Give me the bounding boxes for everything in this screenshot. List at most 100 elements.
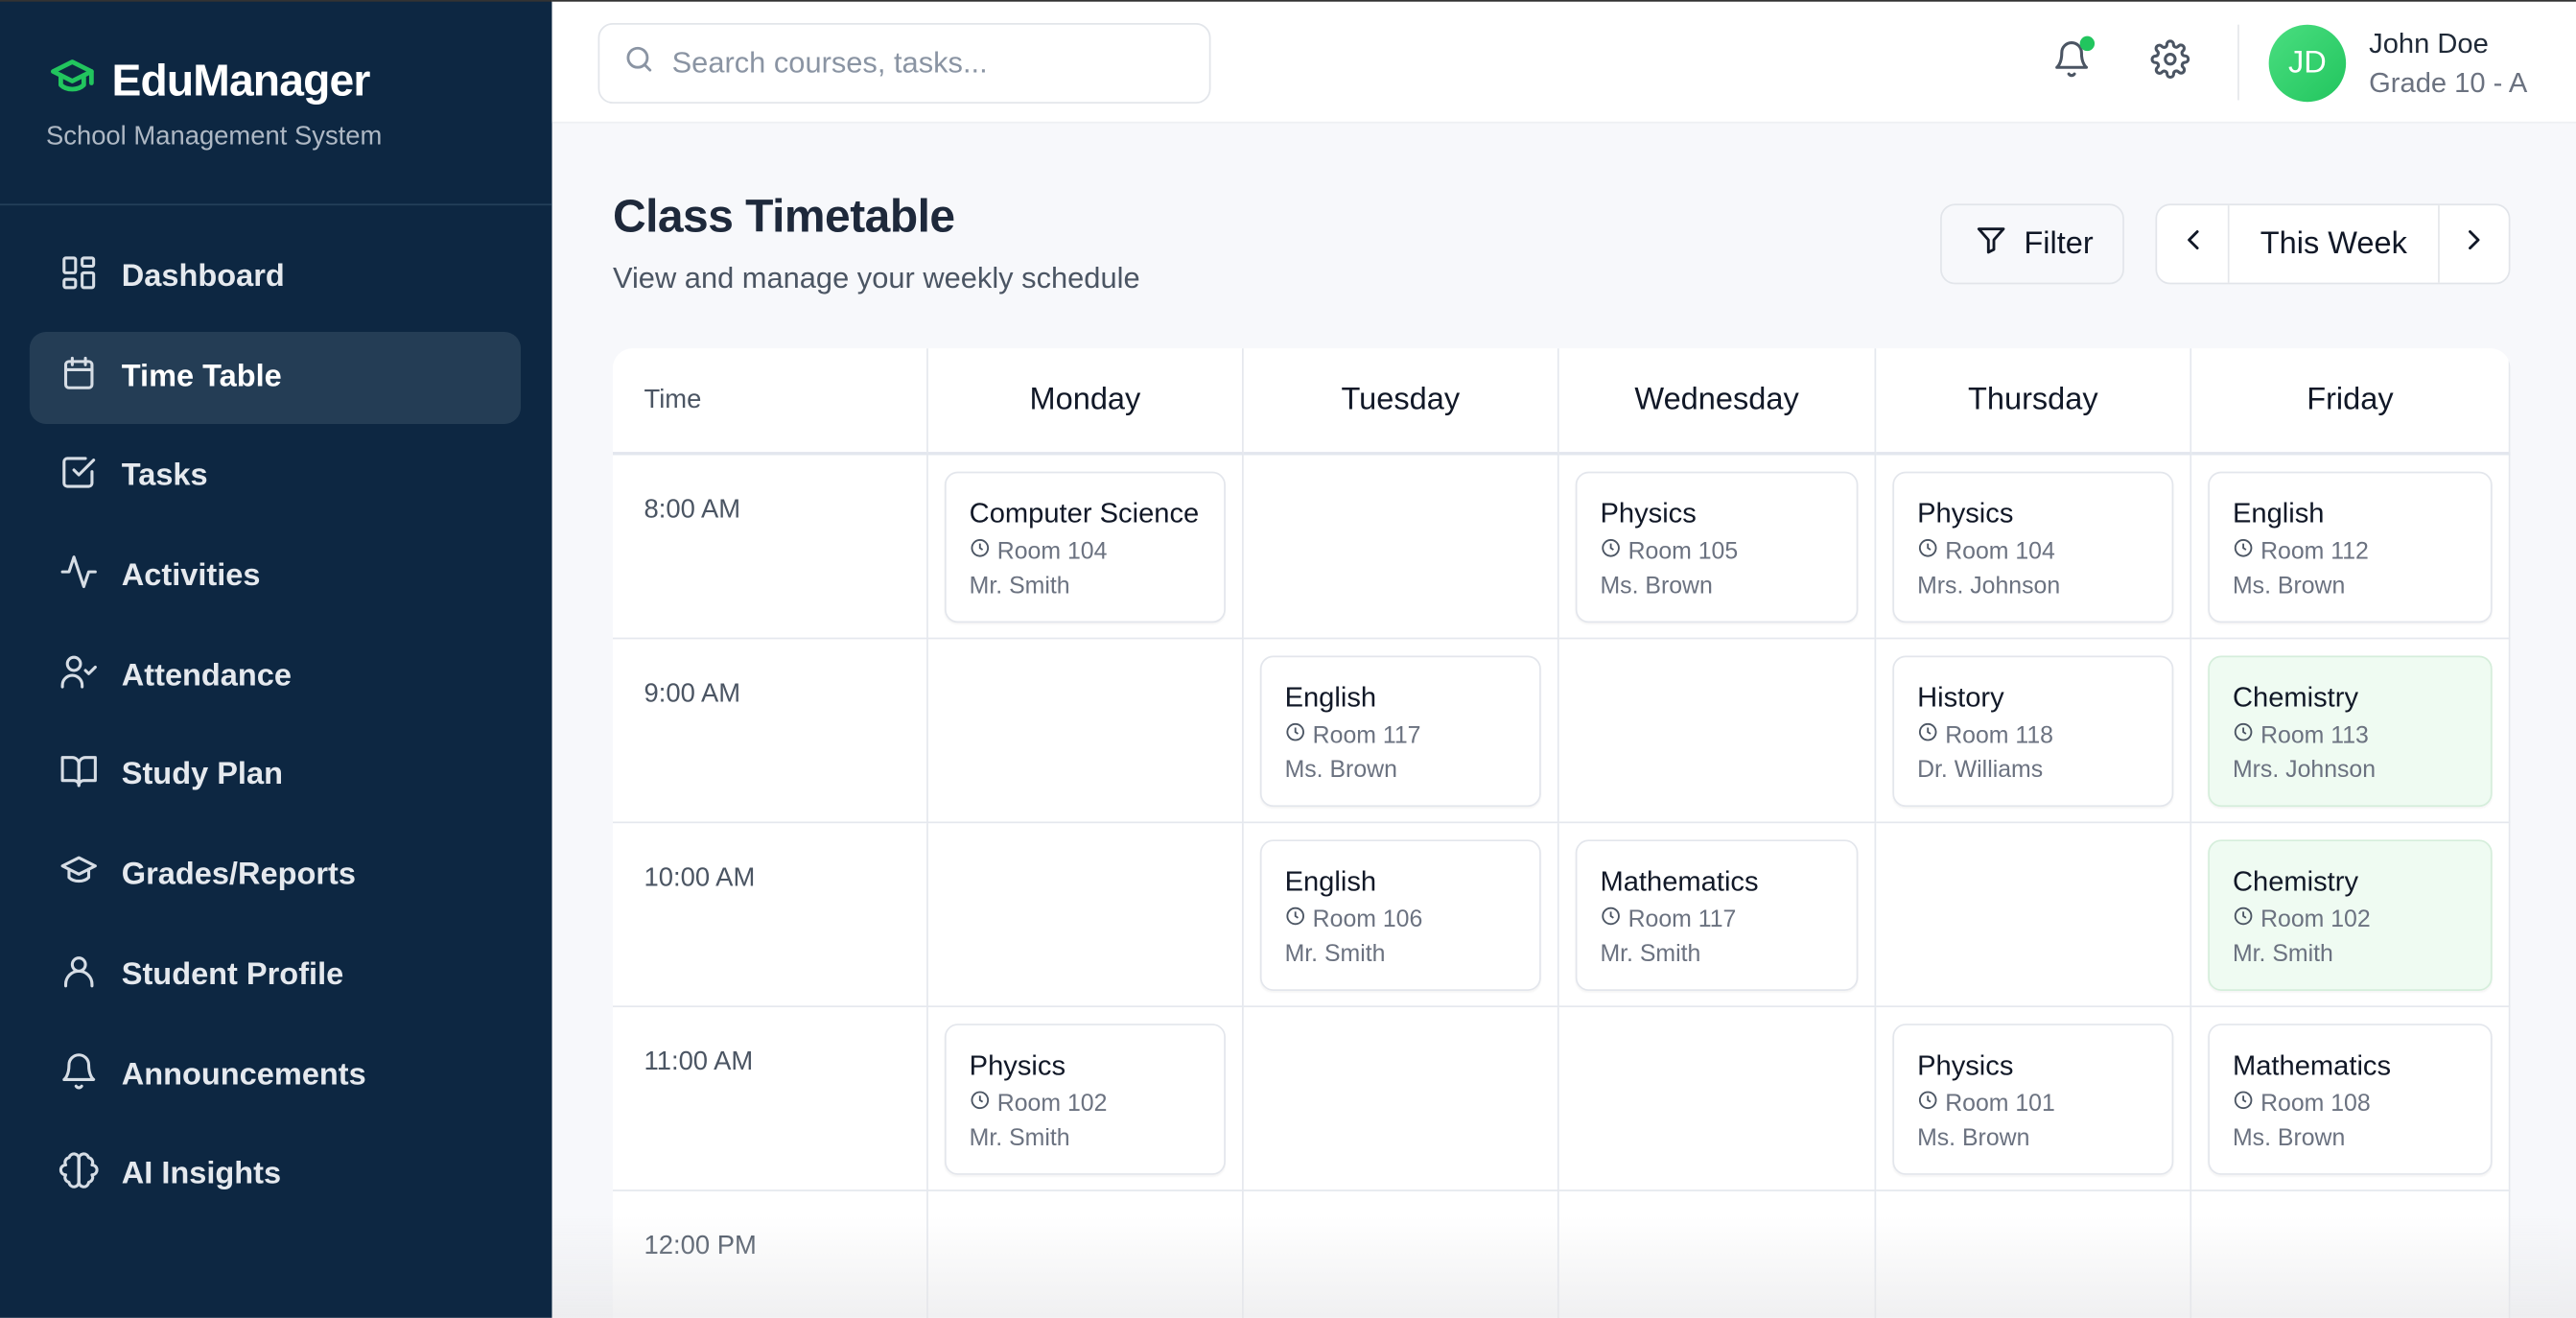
gear-icon bbox=[2150, 38, 2190, 86]
next-week-button[interactable] bbox=[2438, 205, 2509, 283]
timetable-cell[interactable]: Physics Room 101 Ms. Brown bbox=[1876, 1007, 2192, 1191]
sidebar-item-activities[interactable]: Activities bbox=[30, 530, 521, 623]
day-header-friday: Friday bbox=[2191, 348, 2511, 456]
class-card[interactable]: English Room 106 Mr. Smith bbox=[1259, 839, 1541, 991]
day-header-tuesday: Tuesday bbox=[1243, 348, 1559, 456]
clock-icon bbox=[970, 1090, 991, 1118]
timetable-cell[interactable] bbox=[1558, 1007, 1877, 1191]
timetable-cell[interactable] bbox=[1876, 1190, 2192, 1318]
sidebar-item-announcements[interactable]: Announcements bbox=[30, 1029, 521, 1121]
timetable-cell[interactable] bbox=[1559, 1190, 1877, 1318]
timetable-cell[interactable] bbox=[928, 1190, 1244, 1318]
timetable-cell[interactable] bbox=[927, 823, 1244, 1008]
dashboard-icon bbox=[59, 253, 99, 302]
top-header: JD John Doe Grade 10 - A bbox=[551, 0, 2576, 124]
class-card[interactable]: Physics Room 101 Ms. Brown bbox=[1892, 1024, 2174, 1175]
filter-button[interactable]: Filter bbox=[1940, 203, 2124, 285]
divider bbox=[0, 203, 552, 206]
sidebar-nav: Dashboard Time Table Tasks Activities Attend… bbox=[29, 232, 522, 1230]
previous-week-button[interactable] bbox=[2157, 205, 2230, 283]
timetable-cell[interactable]: Chemistry Room 113 Mrs. Johnson bbox=[2191, 639, 2511, 824]
divider bbox=[2237, 24, 2239, 101]
timetable-cell[interactable] bbox=[2191, 1190, 2511, 1318]
clock-icon bbox=[1285, 721, 1306, 749]
class-teacher: Dr. Williams bbox=[1917, 757, 2044, 785]
sidebar-item-grades-reports[interactable]: Grades/Reports bbox=[30, 830, 521, 922]
day-header-thursday: Thursday bbox=[1876, 348, 2192, 456]
filter-label: Filter bbox=[2024, 225, 2094, 261]
search-box[interactable] bbox=[597, 22, 1211, 104]
class-name: Physics bbox=[969, 1049, 1066, 1082]
timetable-cell[interactable] bbox=[927, 639, 1244, 824]
class-card[interactable]: Mathematics Room 108 Ms. Brown bbox=[2208, 1024, 2493, 1175]
notifications-button[interactable] bbox=[2047, 35, 2096, 86]
timetable-cell[interactable] bbox=[1558, 639, 1877, 824]
brand[interactable]: EduManager bbox=[46, 55, 370, 109]
timetable-cell[interactable]: English Room 117 Ms. Brown bbox=[1243, 639, 1559, 824]
class-room: Room 117 bbox=[1285, 721, 1517, 749]
time-slot-label: 10:00 AM bbox=[612, 823, 928, 1008]
class-card[interactable]: Computer Science Room 104 Mr. Smith bbox=[944, 471, 1226, 624]
sidebar-item-student-profile[interactable]: Student Profile bbox=[30, 930, 521, 1022]
clock-icon bbox=[2233, 537, 2254, 565]
class-card[interactable]: Physics Room 102 Mr. Smith bbox=[944, 1024, 1226, 1175]
sidebar-item-tasks[interactable]: Tasks bbox=[30, 431, 521, 523]
class-teacher: Mr. Smith bbox=[969, 573, 1070, 600]
class-card[interactable]: Chemistry Room 113 Mrs. Johnson bbox=[2208, 655, 2493, 808]
brand-subtitle: School Management System bbox=[45, 123, 383, 152]
timetable-cell[interactable] bbox=[1876, 823, 2192, 1008]
clock-icon bbox=[1917, 1090, 1938, 1118]
timetable-cell[interactable]: Physics Room 102 Mr. Smith bbox=[927, 1007, 1244, 1191]
bell-icon bbox=[2052, 38, 2092, 86]
room-label: Room 113 bbox=[2260, 721, 2369, 749]
class-teacher: Ms. Brown bbox=[2232, 573, 2346, 600]
class-card[interactable]: Physics Room 104 Mrs. Johnson bbox=[1892, 471, 2174, 624]
room-label: Room 117 bbox=[1312, 721, 1421, 749]
week-navigator: This Week bbox=[2155, 203, 2511, 285]
timetable-cell[interactable] bbox=[1243, 1007, 1559, 1191]
timetable-cell[interactable]: Mathematics Room 117 Mr. Smith bbox=[1558, 823, 1877, 1008]
timetable-cell[interactable]: Computer Science Room 104 Mr. Smith bbox=[927, 455, 1244, 640]
sidebar-item-time-table[interactable]: Time Table bbox=[29, 331, 522, 424]
sidebar-item-dashboard[interactable]: Dashboard bbox=[30, 232, 521, 324]
class-room: Room 102 bbox=[2233, 906, 2468, 933]
sidebar-item-study-plan[interactable]: Study Plan bbox=[30, 730, 521, 822]
week-label[interactable]: This Week bbox=[2260, 225, 2407, 261]
time-slot-label: 9:00 AM bbox=[612, 639, 928, 824]
sidebar-item-label: Activities bbox=[121, 558, 261, 594]
class-card[interactable]: History Room 118 Dr. Williams bbox=[1892, 655, 2174, 808]
timetable-cell[interactable]: Chemistry Room 102 Mr. Smith bbox=[2191, 823, 2511, 1008]
class-teacher: Mr. Smith bbox=[2232, 941, 2333, 968]
clock-icon bbox=[970, 537, 991, 565]
timetable-cell[interactable]: Mathematics Room 108 Ms. Brown bbox=[2191, 1007, 2511, 1191]
sidebar-item-ai-insights[interactable]: AI Insights bbox=[30, 1129, 521, 1221]
class-card[interactable]: English Room 112 Ms. Brown bbox=[2208, 471, 2493, 624]
settings-button[interactable] bbox=[2145, 37, 2194, 86]
class-card[interactable]: Physics Room 105 Ms. Brown bbox=[1575, 471, 1859, 624]
user-grade: Grade 10 - A bbox=[2369, 67, 2528, 99]
class-card[interactable]: Mathematics Room 117 Mr. Smith bbox=[1575, 839, 1859, 991]
user-icon bbox=[59, 952, 99, 1000]
clock-icon bbox=[1917, 721, 1938, 749]
timetable-cell[interactable]: English Room 106 Mr. Smith bbox=[1243, 823, 1559, 1008]
avatar[interactable]: JD bbox=[2268, 24, 2347, 103]
sidebar-item-label: Student Profile bbox=[121, 957, 344, 993]
sidebar-item-attendance[interactable]: Attendance bbox=[30, 630, 521, 722]
day-header-wednesday: Wednesday bbox=[1558, 348, 1877, 456]
user-check-icon bbox=[59, 652, 99, 701]
timetable-cell[interactable]: Physics Room 105 Ms. Brown bbox=[1558, 455, 1877, 640]
room-label: Room 108 bbox=[2260, 1090, 2371, 1117]
graduation-cap-icon bbox=[59, 852, 99, 901]
timetable-cell[interactable]: Physics Room 104 Mrs. Johnson bbox=[1876, 455, 2192, 640]
timetable-cell[interactable]: History Room 118 Dr. Williams bbox=[1876, 639, 2192, 824]
timetable-cell[interactable] bbox=[1243, 455, 1559, 640]
class-teacher: Mrs. Johnson bbox=[1917, 573, 2061, 600]
class-card[interactable]: Chemistry Room 102 Mr. Smith bbox=[2208, 839, 2493, 991]
class-card[interactable]: English Room 117 Ms. Brown bbox=[1259, 655, 1541, 808]
sidebar-item-label: Announcements bbox=[121, 1057, 366, 1093]
timetable-cell[interactable]: English Room 112 Ms. Brown bbox=[2191, 455, 2511, 640]
sidebar-item-label: Attendance bbox=[121, 658, 293, 694]
timetable-cell[interactable] bbox=[1244, 1190, 1559, 1318]
search-input[interactable] bbox=[671, 45, 1165, 81]
sidebar-item-label: Time Table bbox=[121, 359, 282, 394]
